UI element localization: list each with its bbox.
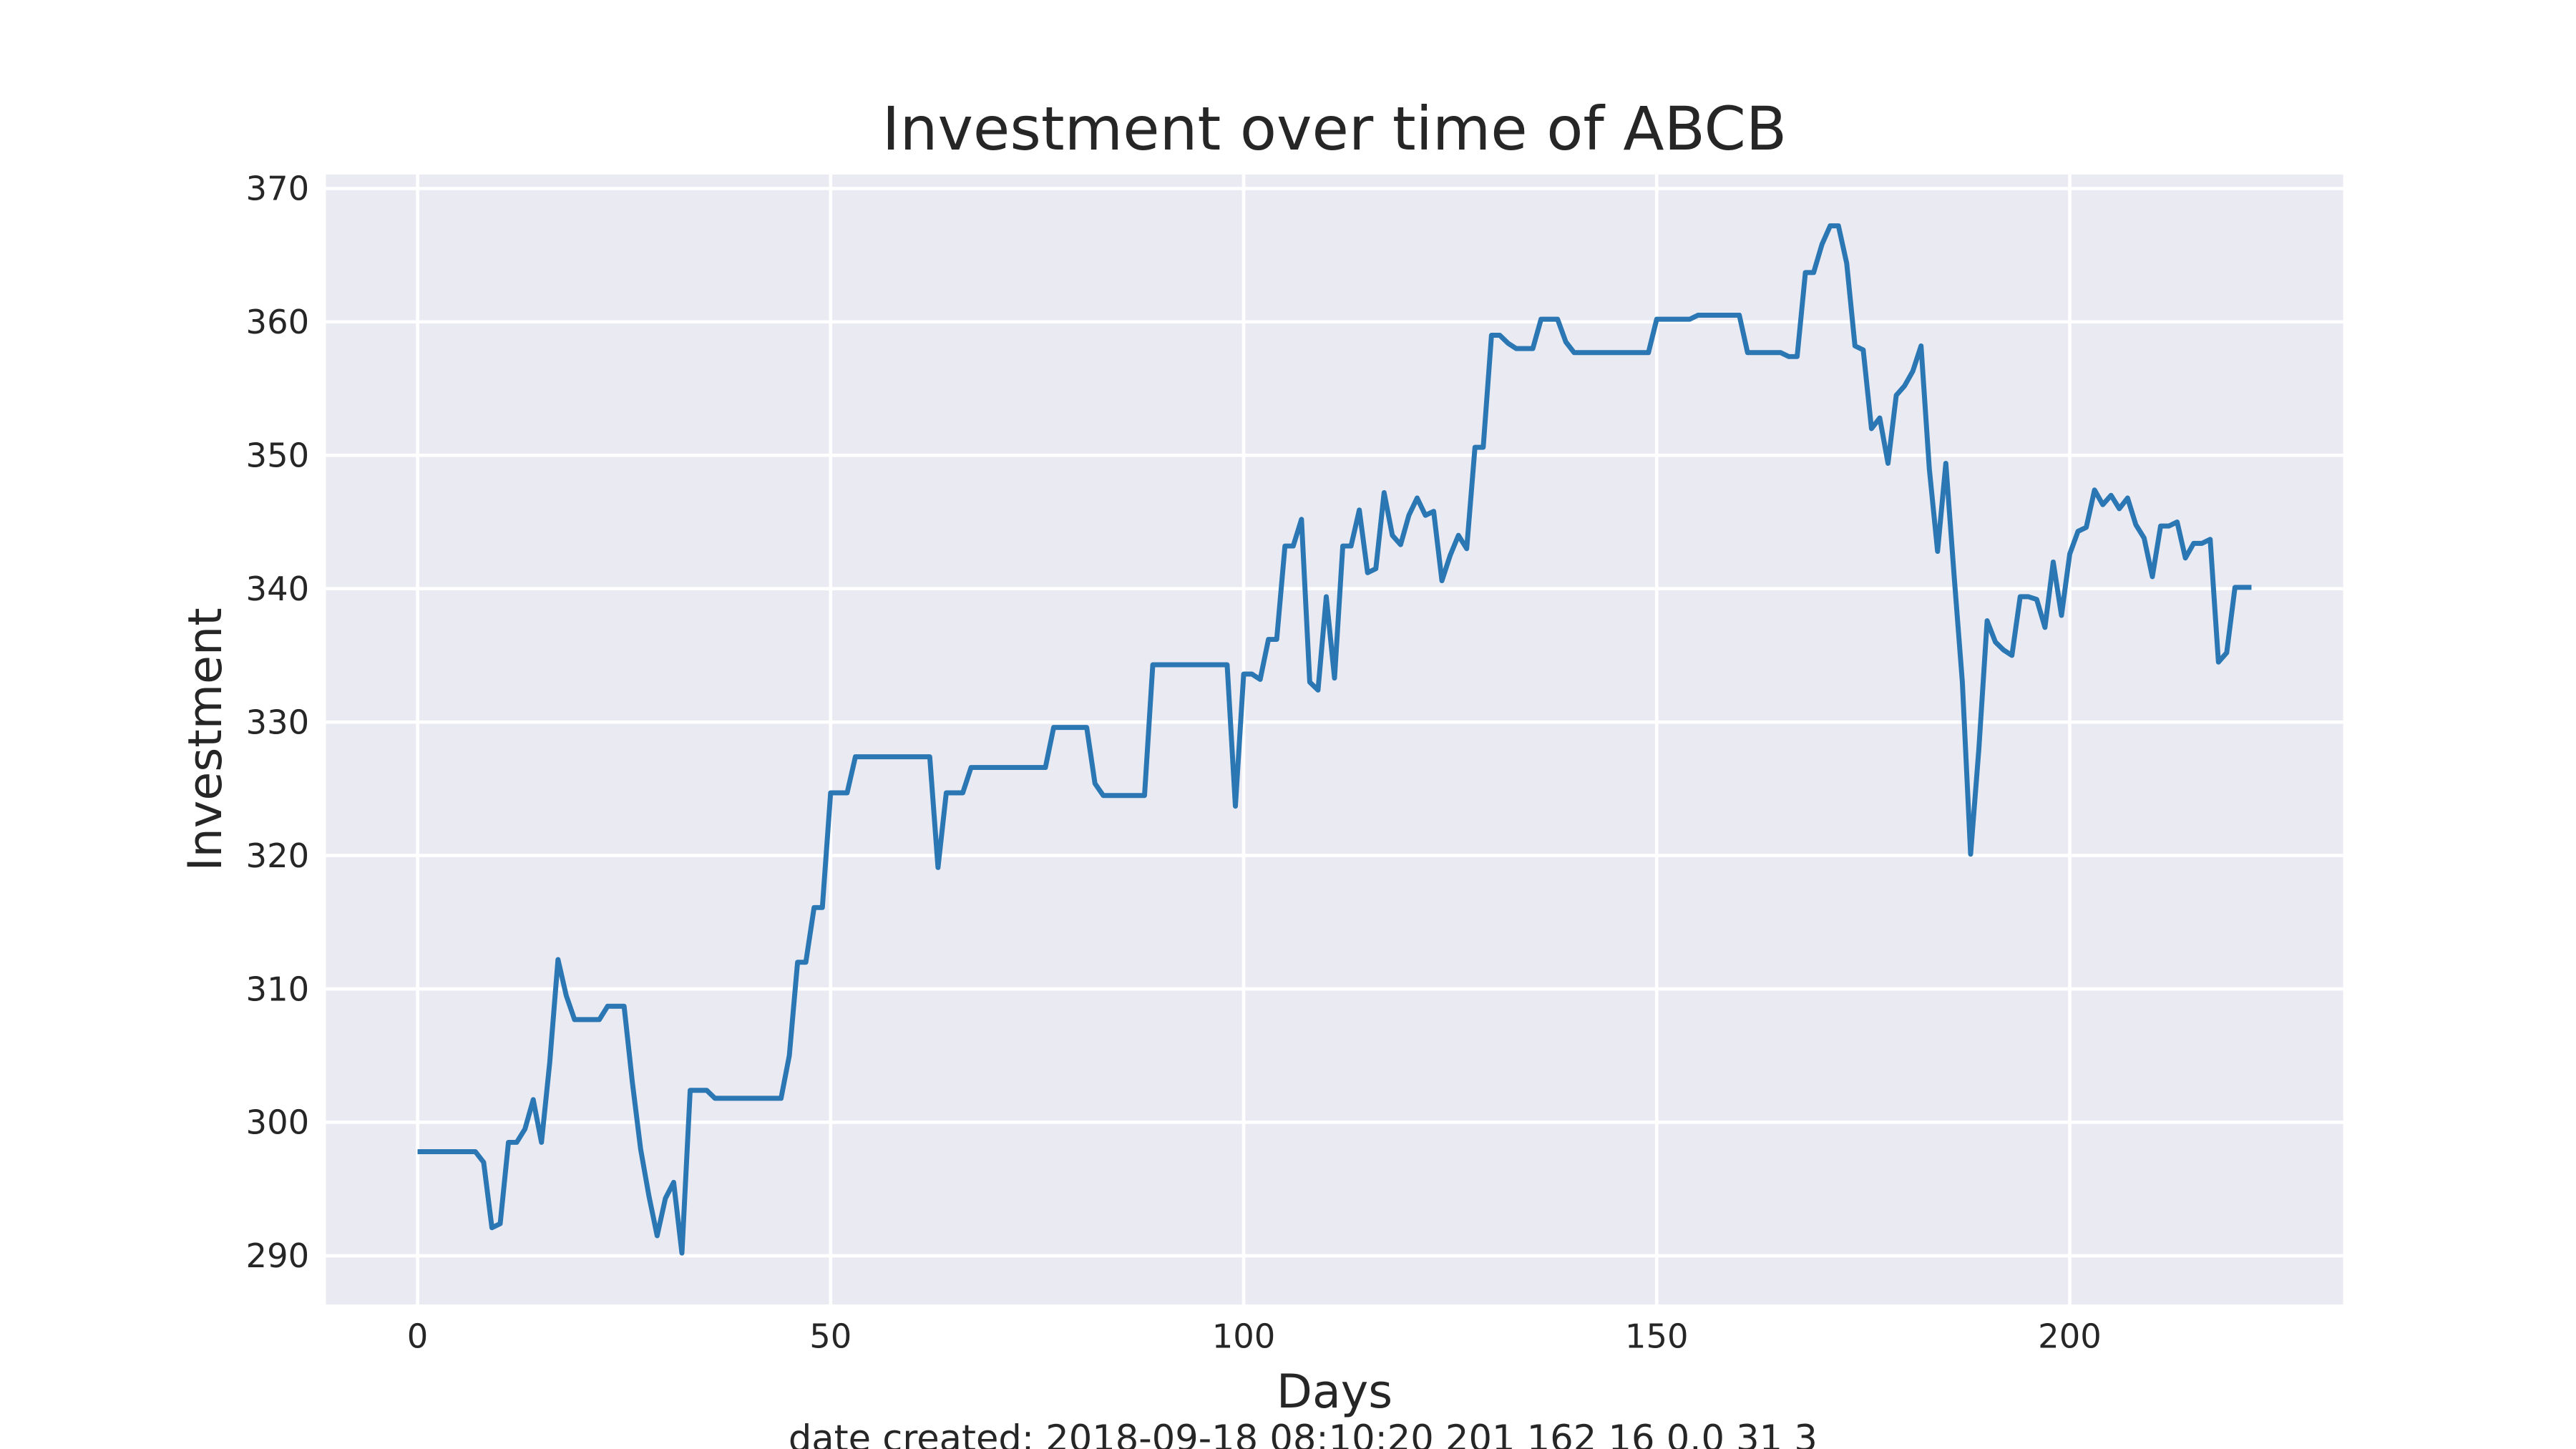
- x-tick-label: 0: [407, 1317, 429, 1355]
- y-tick-label: 340: [246, 570, 310, 608]
- plot-area: [326, 174, 2343, 1304]
- data-line: [417, 223, 2252, 1256]
- y-tick-label: 370: [246, 170, 310, 208]
- x-tick-label: 50: [809, 1317, 852, 1355]
- x-tick-label: 100: [1212, 1317, 1276, 1355]
- chart-title: Investment over time of ABCB: [882, 94, 1787, 164]
- y-tick-label: 330: [246, 703, 310, 741]
- x-tick-label: 150: [1625, 1317, 1689, 1355]
- marks: [417, 223, 2252, 1256]
- footnote: date created: 2018-09-18 08:10:20 201 16…: [789, 1418, 1818, 1449]
- y-axis-label: Investment: [179, 608, 233, 871]
- y-tick-label: 320: [246, 836, 310, 875]
- y-tick-label: 350: [246, 436, 310, 475]
- x-tick-label: 200: [2038, 1317, 2102, 1355]
- y-tick-label: 290: [246, 1236, 310, 1275]
- x-axis-label: Days: [1277, 1365, 1392, 1419]
- y-tick-label: 360: [246, 303, 310, 341]
- y-tick-label: 310: [246, 970, 310, 1008]
- y-tick-label: 300: [246, 1103, 310, 1142]
- ticks: 290 300 310 320 330 340 350 360 370 0 50 100 150 200: [246, 170, 2102, 1356]
- grid: [326, 174, 2343, 1304]
